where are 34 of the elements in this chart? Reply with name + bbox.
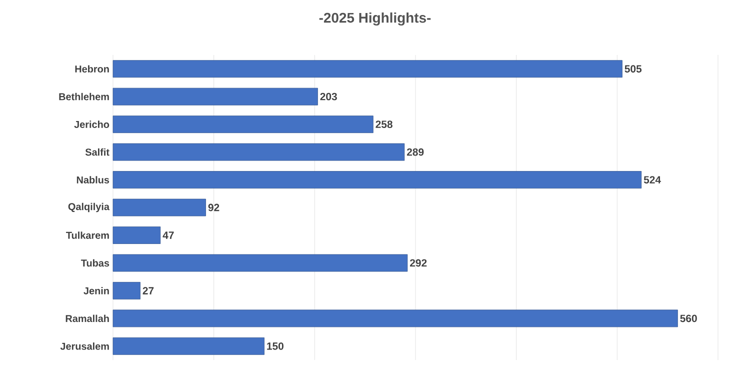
- y-tick-label: Hebron: [75, 65, 109, 73]
- bar: [112, 226, 161, 244]
- y-tick-label: Salfit: [85, 148, 110, 156]
- data-label: 47: [162, 232, 174, 239]
- data-label: 292: [410, 259, 427, 267]
- bar: [112, 337, 264, 355]
- data-label: 150: [267, 342, 284, 350]
- data-label: 560: [680, 314, 697, 322]
- bar: [112, 116, 374, 134]
- data-label: 505: [624, 65, 642, 73]
- data-label: 258: [376, 120, 392, 128]
- y-tick-label: Qalqilyia: [68, 202, 110, 212]
- bar: [112, 88, 318, 106]
- bar: [112, 60, 622, 78]
- bar: [112, 282, 140, 300]
- data-label: 289: [406, 148, 424, 156]
- bar: [112, 198, 206, 216]
- y-tick-label: Jerusalem: [60, 342, 109, 350]
- data-label: 92: [208, 204, 220, 212]
- y-tick-label: Tubas: [80, 259, 110, 267]
- bar: [112, 171, 642, 188]
- y-tick-label: Bethlehem: [59, 92, 109, 100]
- chart-title: -2025 Highlights-: [319, 12, 431, 26]
- bar: [112, 310, 678, 328]
- bar: [112, 254, 408, 272]
- data-label: 203: [320, 92, 337, 100]
- bar: [112, 143, 405, 161]
- y-tick-label: Ramallah: [66, 314, 109, 322]
- data-label: 524: [644, 176, 661, 184]
- y-tick-label: Jenin: [84, 287, 109, 294]
- data-label: 27: [142, 287, 154, 294]
- y-tick-label: Tulkarem: [66, 232, 109, 239]
- y-tick-label: Nablus: [76, 176, 110, 184]
- y-tick-label: Jericho: [74, 120, 110, 128]
